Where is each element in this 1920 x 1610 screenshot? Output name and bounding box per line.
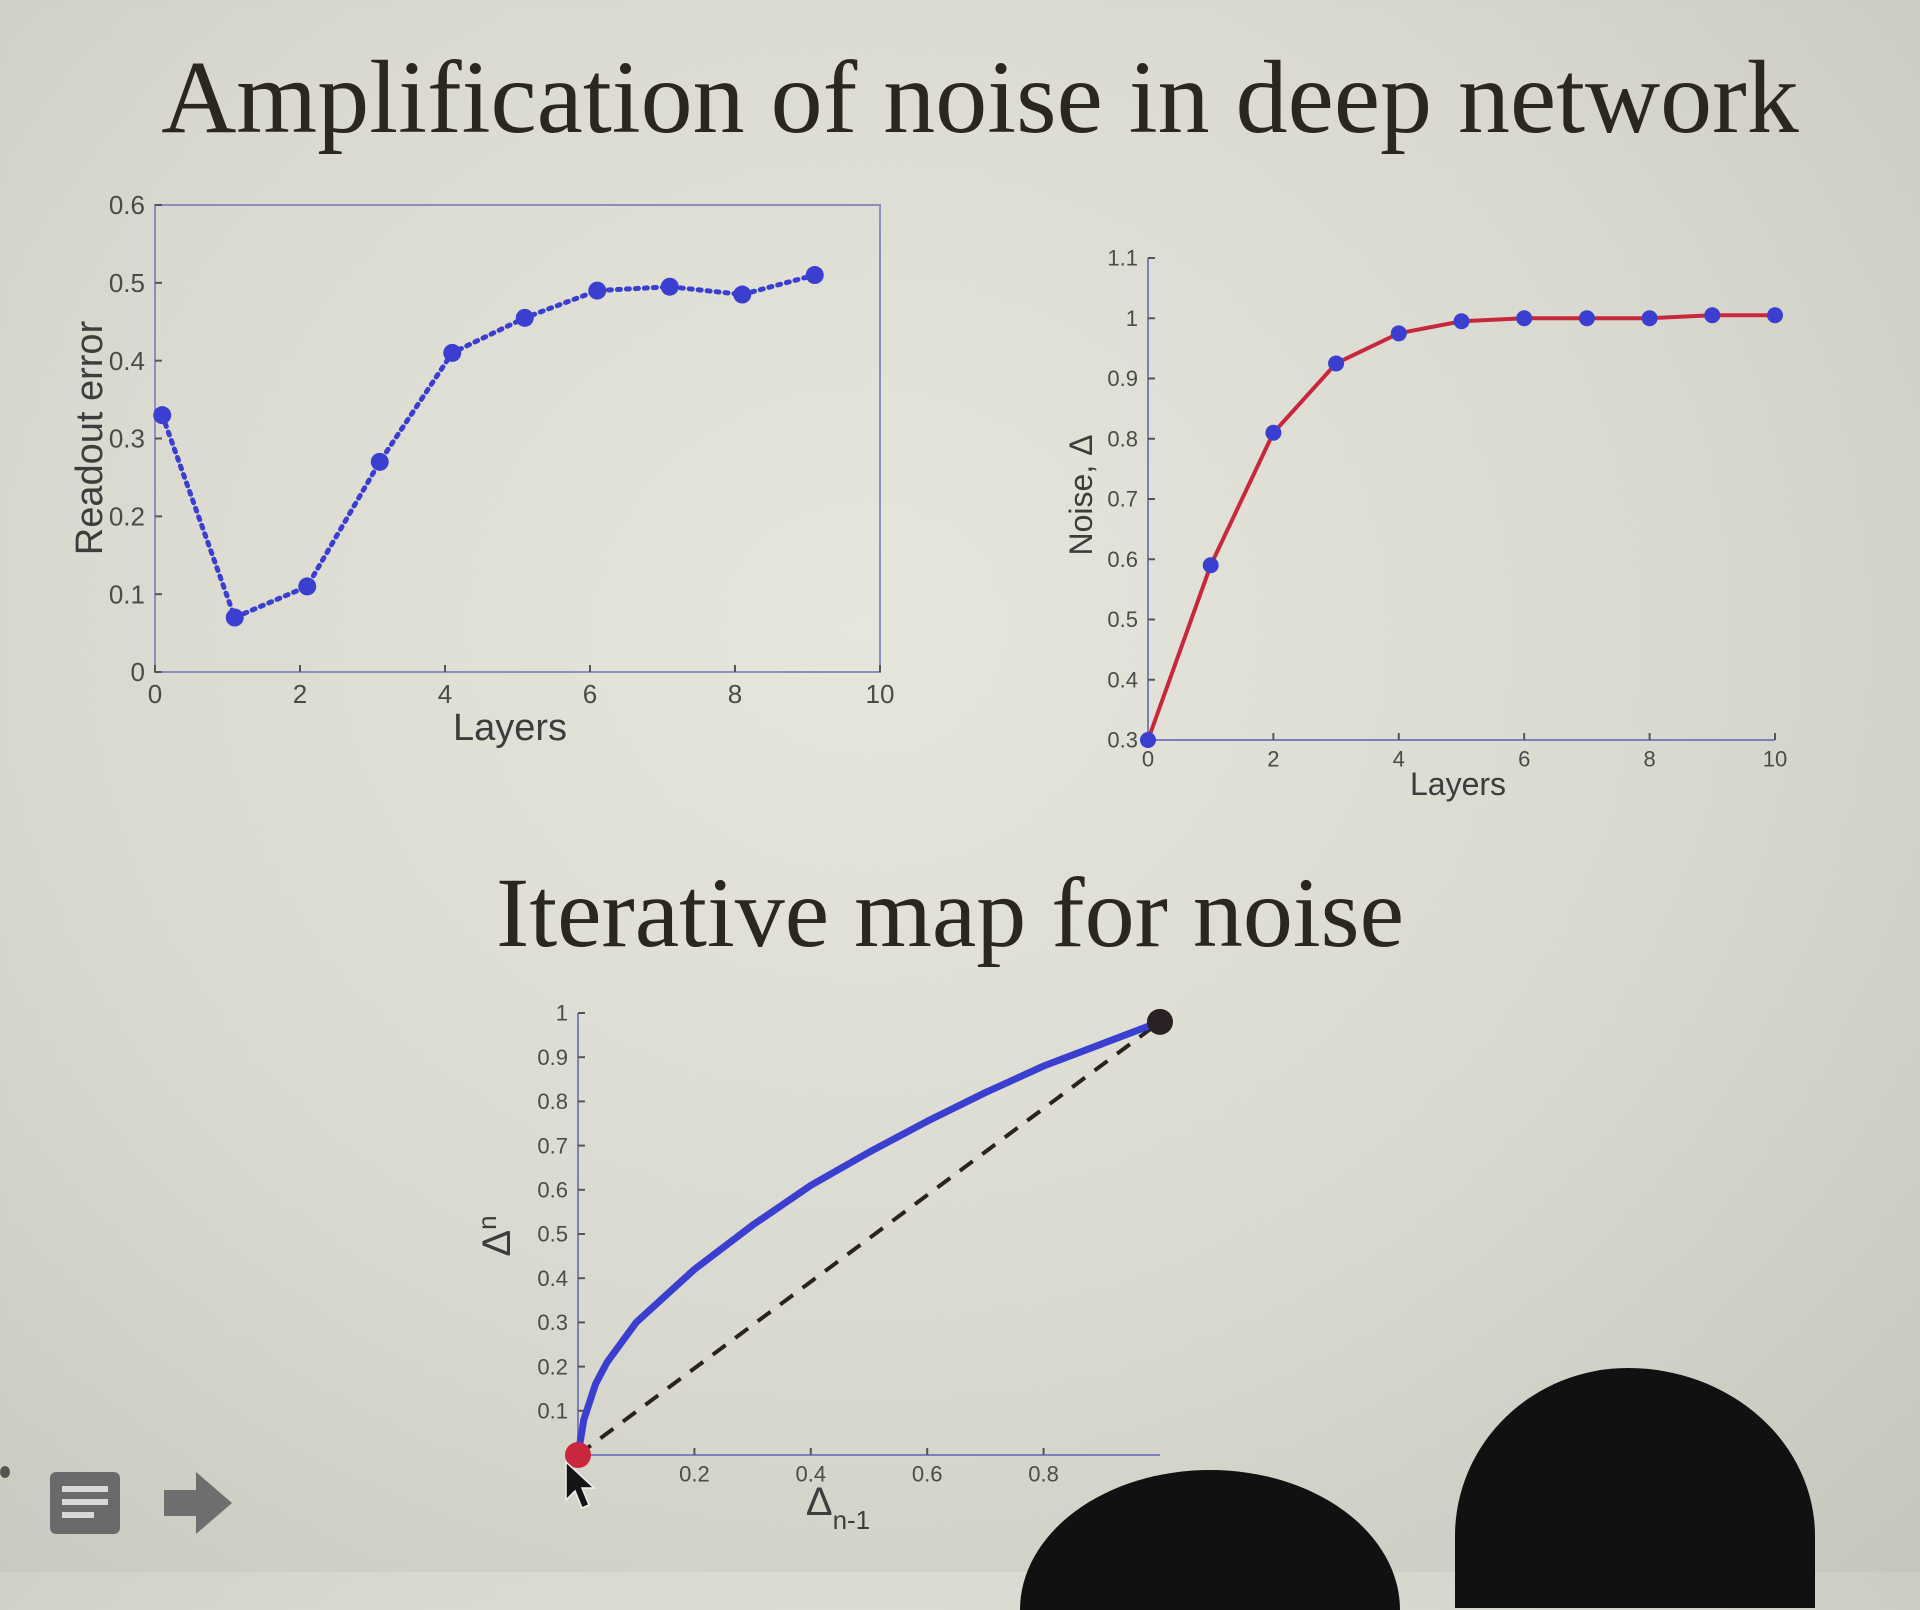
y-tick-label: 0.9 (537, 1045, 568, 1070)
x-axis-subscript: n-1 (833, 1505, 871, 1535)
data-point (225, 608, 244, 627)
noise-chart: 0.3 0.4 0.5 0.6 0.7 0.8 0.9 1 1.1 0 2 4 6 8 10 Layers… (1063, 246, 1787, 802)
y-tick-label: 0.4 (109, 346, 145, 376)
y-tick-label: 1 (1126, 306, 1138, 331)
x-axis-title: Layers (1410, 766, 1506, 802)
y-tick-label: 0.1 (109, 579, 145, 609)
y-axis-title: Readout error (69, 320, 111, 555)
data-point (805, 266, 824, 285)
y-tick-label: 0.2 (537, 1354, 568, 1379)
data-point (1202, 557, 1219, 574)
y-tick-label: 0.6 (109, 190, 145, 220)
series-line (159, 272, 818, 621)
y-tick-label: 0.3 (537, 1310, 568, 1335)
y-axis-superscript: n (472, 1215, 502, 1229)
endpoint-marker (1147, 1008, 1173, 1035)
y-tick-label: 0.1 (537, 1399, 568, 1424)
x-tick-label: 6 (583, 679, 597, 709)
y-tick-label: 0.5 (537, 1222, 568, 1247)
arrow-right-icon[interactable] (162, 1468, 236, 1538)
y-tick-label: 0.2 (109, 501, 145, 531)
data-point (1390, 325, 1407, 342)
y-tick-label: 0.5 (109, 268, 145, 298)
x-tick-label: 0.6 (912, 1461, 943, 1486)
y-tick-label: 0.7 (1107, 487, 1138, 512)
data-point (1578, 310, 1595, 327)
iterative-map-chart: 0.1 0.2 0.3 0.4 0.5 0.6 0.7 0.8 0.9 1 0.2 0.4 0.6 0.… (472, 1001, 1173, 1535)
x-axis-title: Δn-1 (806, 1480, 870, 1535)
data-point (588, 281, 607, 300)
data-point (660, 277, 679, 296)
x-tick-label: 10 (866, 679, 895, 709)
x-tick-label: 0.4 (796, 1461, 827, 1486)
data-point (1641, 310, 1658, 327)
notes-icon[interactable] (48, 1470, 122, 1536)
x-tick-label: 0.2 (679, 1461, 710, 1486)
y-tick-label: 0.9 (1107, 366, 1138, 391)
y-tick-label: 1 (556, 1001, 568, 1026)
y-tick-label: 0.7 (537, 1133, 568, 1158)
y-tick-label: 0.6 (537, 1178, 568, 1203)
data-point (1767, 307, 1783, 324)
data-point (1140, 732, 1156, 748)
noise-map-curve (574, 1018, 1164, 1459)
x-tick-label: 10 (1763, 746, 1787, 771)
x-tick-label: 0 (148, 679, 162, 709)
y-axis-title: Noise, Δ (1063, 435, 1099, 556)
x-tick-label: 2 (1267, 746, 1279, 771)
toolbar-dot (0, 1466, 10, 1478)
x-tick-label: 0.8 (1028, 1461, 1059, 1486)
x-tick-label: 4 (438, 679, 452, 709)
y-tick-label: 0.4 (537, 1266, 568, 1291)
y-tick-label: 0 (131, 657, 145, 687)
y-tick-label: 0.3 (1107, 728, 1138, 753)
mouse-pointer-icon (565, 1460, 596, 1509)
data-point (515, 308, 534, 327)
y-tick-label: 0.5 (1107, 607, 1138, 632)
data-point (733, 285, 752, 304)
y-tick-label: 0.8 (1107, 426, 1138, 451)
data-point (370, 452, 389, 471)
x-axis-title: Layers (453, 707, 567, 749)
slide-title: Amplification of noise in deep network (161, 40, 1799, 155)
y-axis-symbol: Δ (475, 1230, 519, 1257)
x-tick-label: 4 (1393, 746, 1405, 771)
y-tick-label: 0.8 (537, 1089, 568, 1114)
y-tick-label: 0.4 (1107, 667, 1138, 692)
x-tick-label: 2 (293, 679, 307, 709)
data-point (1265, 424, 1282, 441)
readout-error-chart: 0 0.1 0.2 0.3 0.4 0.5 0.6 0 2 4 6 8 10 Layers Reado… (69, 190, 895, 749)
data-point (1516, 310, 1533, 327)
slide-subtitle: Iterative map for noise (496, 857, 1404, 968)
data-point (153, 406, 172, 425)
identity-line-dashed (576, 1020, 1162, 1457)
y-tick-label: 0.6 (1107, 547, 1138, 572)
x-axis-symbol: Δ (806, 1480, 833, 1524)
y-axis-title: Δn (472, 1215, 519, 1256)
data-point (1704, 307, 1721, 324)
data-point (443, 343, 462, 362)
x-tick-label: 0 (1142, 746, 1154, 771)
x-tick-label: 8 (728, 679, 742, 709)
y-tick-label: 1.1 (1107, 246, 1138, 271)
x-tick-label: 8 (1643, 746, 1655, 771)
y-tick-label: 0.3 (109, 424, 145, 454)
x-tick-label: 6 (1518, 746, 1530, 771)
data-point (1328, 355, 1345, 372)
data-point (298, 577, 317, 596)
data-point (1453, 313, 1470, 330)
endpoint-marker (565, 1442, 591, 1468)
